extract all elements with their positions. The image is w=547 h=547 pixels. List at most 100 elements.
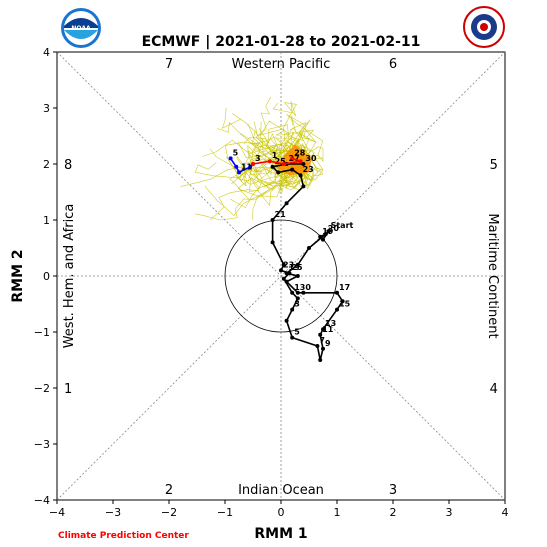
track-point [298,173,303,178]
track-point-label: 5 [233,148,239,157]
track-point-label: 25 [275,157,287,166]
ensemble-member-line [275,138,324,179]
track-point [290,156,295,161]
track-point [290,167,295,172]
y-tick-label: −4 [34,494,50,507]
ensemble-member-line [262,138,309,193]
track-point [284,271,289,276]
track-point [307,246,311,250]
track-line [229,157,251,174]
track-point [318,358,323,362]
track-series: 28 1 3 [251,148,306,166]
nws-logo [463,6,505,48]
noaa-logo: NOAA [61,8,101,48]
track-point [281,162,286,166]
y-axis-label: RMM 2 [10,249,26,302]
track-point [335,307,339,312]
track-point [248,164,253,169]
track-point-label: Start [331,221,354,230]
chart-title: ECMWF | 2021-01-28 to 2021-02-11 [142,34,421,50]
track-point [298,159,303,164]
track-point [315,344,320,348]
track-point [295,296,300,301]
climate-prediction-center-credit: Climate Prediction Center [58,531,189,541]
unit-circle [224,219,338,333]
track-point-label: 30 [305,154,317,163]
track-point-label: 7 [319,336,325,345]
track-point-label: 25 [291,263,303,272]
ensemble-member-line [295,124,324,167]
phase-number: 3 [389,483,397,498]
track-point [270,240,275,245]
x-tick-label: −2 [161,506,177,519]
noaa-logo-text: NOAA [71,25,91,32]
track-point [326,229,331,234]
ensemble-member-line [288,144,324,170]
track-point-label: 19 [322,227,334,236]
track-point [279,268,283,273]
track-point [237,170,241,175]
track-point-label: 1 [272,151,278,160]
y-tick-label: −1 [34,326,50,339]
track-point [284,201,289,206]
x-tick-label: 3 [446,506,453,519]
track-point [290,307,295,312]
phase-number: 5 [490,158,498,173]
region-label-western-pacific: Western Pacific [232,57,331,72]
track-point [321,237,325,242]
ensemble-member-line [289,119,317,167]
x-tick-label: 2 [390,506,397,519]
x-tick-label: −4 [49,506,65,519]
track-point [281,276,286,281]
phase-number: 4 [490,382,498,397]
track-point [318,234,323,239]
track-point [284,279,289,284]
track-point-label: 9 [325,339,331,348]
track-point-label: 15 [339,300,351,309]
ensemble-member-line [225,136,301,182]
phase-number: 2 [165,483,173,498]
ensemble-member-line [243,136,301,169]
x-tick-label: −1 [217,506,233,519]
ensemble-member-line [202,139,302,190]
track-point [290,290,295,295]
track-point [295,290,300,295]
track-point-label: 23 [283,260,294,269]
x-axis-label: RMM 1 [254,526,307,542]
track-point-label: 5 [294,328,300,337]
track-point [323,232,328,236]
phase-number: 1 [64,382,72,397]
track-series: Start19201930171513119753125232123252730 [270,154,354,362]
track-point [321,346,325,351]
track-point-label: 13 [325,319,336,328]
track-point-label: 28 [294,148,306,157]
y-tick-label: 2 [43,158,50,171]
ensemble-member-line [204,166,301,217]
track-point [281,262,286,267]
track-point-label: 3 [294,300,300,309]
track-point-label: 17 [339,283,350,292]
x-tick-label: −3 [105,506,121,519]
track-point [287,271,292,276]
track-point [335,290,339,295]
ensemble-member-line [253,141,301,180]
track-point [228,156,233,161]
track-point-label: 3 [255,154,261,163]
track-point-label: 1 [294,283,300,292]
track-point-label: 20 [328,224,340,233]
x-tick-label: 0 [278,506,285,519]
track-point-label: 21 [275,210,287,219]
x-tick-label: 4 [502,506,509,519]
track-point [301,290,306,295]
ensemble-member-line [277,166,310,194]
phase-number: 7 [165,57,173,72]
y-tick-label: 3 [43,102,50,115]
track-point [295,274,300,278]
track-series: 115 [228,148,253,175]
track-point-label: 11 [241,162,253,171]
y-tick-label: −2 [34,382,50,395]
ensemble-member-line [278,132,317,167]
region-label-indian-ocean: Indian Ocean [238,483,324,498]
